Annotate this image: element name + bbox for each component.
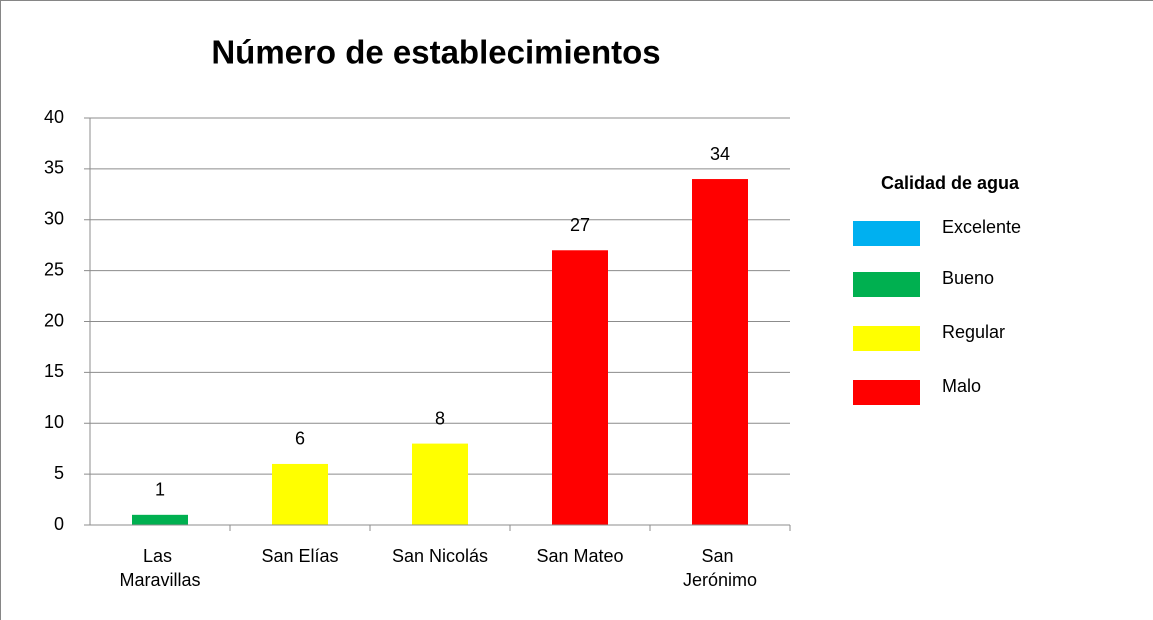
y-tick-label: 20 (44, 310, 64, 330)
data-label: 1 (155, 480, 165, 500)
legend-swatch (853, 221, 920, 246)
x-tick-label: Las Maravillas (119, 546, 200, 590)
x-tick-label: San Jerónimo (683, 546, 757, 590)
data-label: 8 (435, 408, 445, 428)
y-tick-label: 15 (44, 361, 64, 381)
y-tick-label: 35 (44, 158, 64, 178)
x-tick-label: San Mateo (536, 546, 623, 566)
y-tick-label: 25 (44, 259, 64, 279)
legend-label: Excelente (942, 217, 1021, 237)
legend-label: Bueno (942, 268, 994, 288)
legend-label: Malo (942, 376, 981, 396)
y-tick-label: 40 (44, 107, 64, 127)
y-tick-label: 30 (44, 209, 64, 229)
legend-swatch (853, 380, 920, 405)
data-label: 27 (570, 215, 590, 235)
bar (552, 250, 608, 525)
x-tick-label: San Nicolás (392, 546, 488, 566)
data-label: 34 (710, 144, 730, 164)
chart-title: Número de establecimientos (211, 34, 660, 71)
data-label: 6 (295, 429, 305, 449)
y-tick-label: 0 (54, 514, 64, 534)
y-tick-label: 10 (44, 412, 64, 432)
legend-swatch (853, 326, 920, 351)
y-tick-label: 5 (54, 463, 64, 483)
bar (272, 463, 328, 525)
legend-swatch (853, 272, 920, 297)
bar (132, 514, 188, 525)
bar (692, 179, 748, 526)
legend-label: Regular (942, 322, 1005, 342)
legend-title: Calidad de agua (881, 173, 1020, 193)
bar (412, 443, 468, 525)
x-tick-label: San Elías (261, 546, 338, 566)
